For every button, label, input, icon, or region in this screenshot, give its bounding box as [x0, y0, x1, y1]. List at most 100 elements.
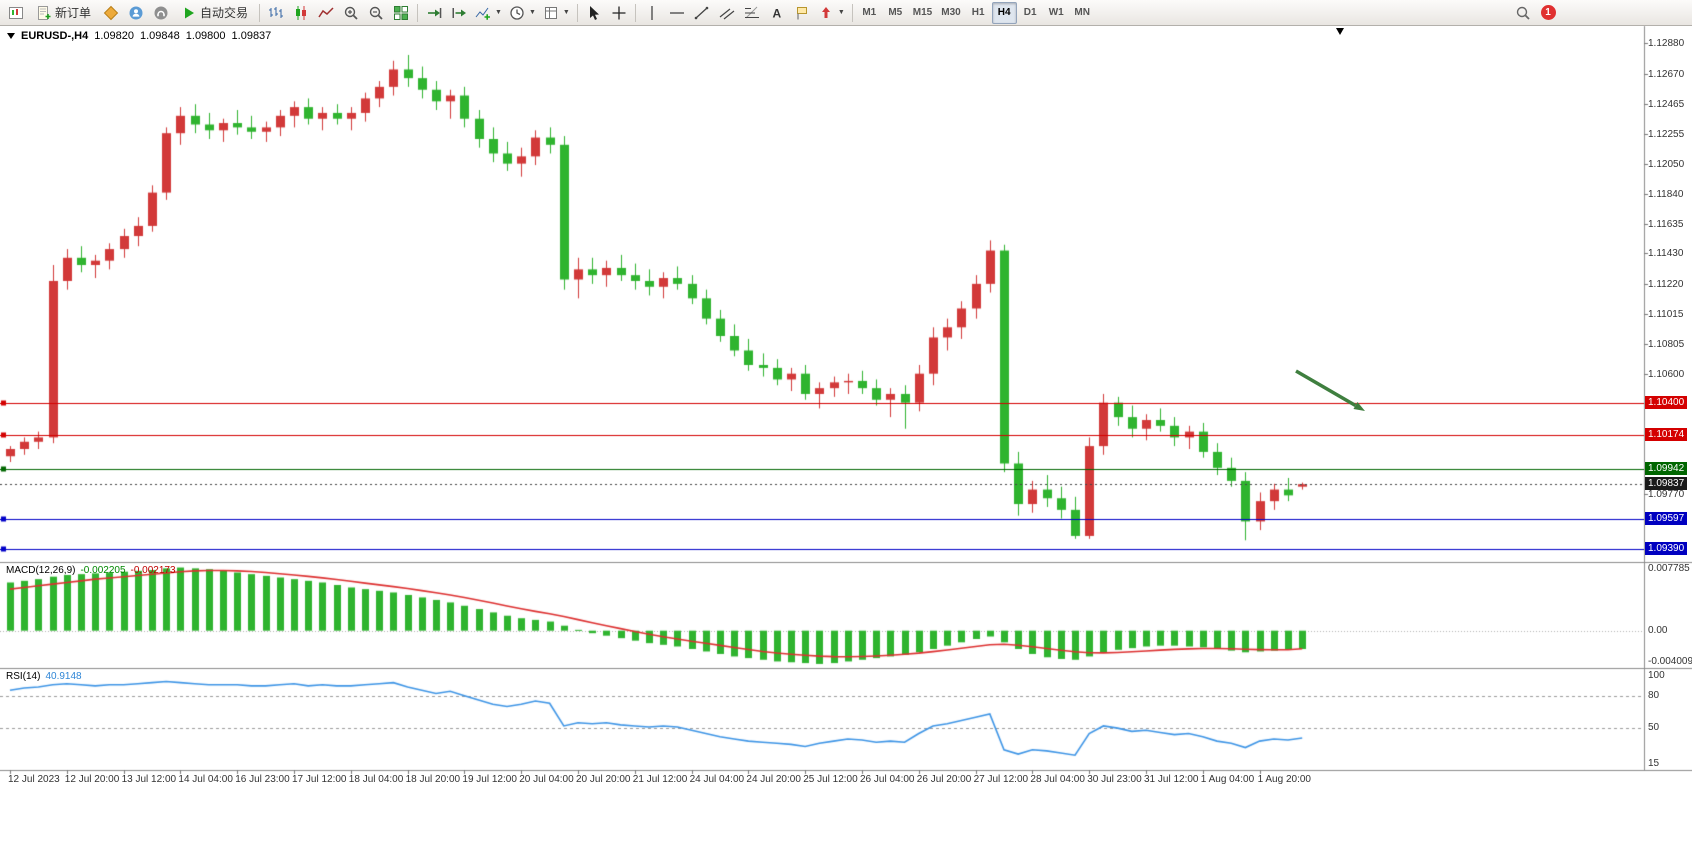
- chart-shift-marker[interactable]: [1336, 28, 1344, 35]
- price-axis-label: 1.10805: [1648, 338, 1685, 350]
- macd-pane[interactable]: [0, 562, 1644, 668]
- timeframe-button-h1[interactable]: H1: [971, 7, 985, 18]
- templates-button[interactable]: ▼: [540, 2, 573, 24]
- new-order-label: 新订单: [55, 6, 92, 20]
- horizontal-line-button[interactable]: [665, 2, 689, 24]
- notifications-button[interactable]: 1: [1536, 2, 1560, 24]
- price-axis-label: 1.11635: [1648, 218, 1684, 230]
- time-axis-label: 20 Jul 04:00: [519, 774, 574, 785]
- trendline-button[interactable]: [690, 2, 714, 24]
- new-chart-icon: [9, 6, 23, 19]
- rsi-pane[interactable]: [0, 668, 1644, 770]
- time-axis-label: 28 Jul 04:00: [1030, 774, 1085, 785]
- price-axis-label: 1.11430: [1648, 248, 1684, 260]
- indicators-icon: [475, 7, 491, 20]
- time-axis-label: 12 Jul 20:00: [64, 774, 120, 785]
- symbol-period-label: EURUSD-,H4: [21, 30, 89, 42]
- tile-windows-icon: [394, 5, 409, 20]
- price-line-badge: 1.09597: [1645, 511, 1688, 525]
- crosshair-icon: [612, 6, 626, 19]
- community-button[interactable]: [124, 2, 148, 24]
- trendline-icon: [694, 6, 709, 19]
- chart-title: EURUSD-,H4 1.09820 1.09848 1.09800 1.098…: [7, 30, 271, 42]
- cursor-button[interactable]: [582, 2, 606, 24]
- line-chart-button[interactable]: [314, 2, 338, 24]
- time-axis-label: 16 Jul 23:00: [235, 774, 290, 785]
- fibonacci-button[interactable]: [740, 2, 764, 24]
- bar-chart-icon: [269, 6, 284, 18]
- timeframe-button-m15[interactable]: M15: [912, 7, 933, 18]
- timeframe-button-m1[interactable]: M1: [862, 7, 877, 18]
- rsi-axis-label: 15: [1648, 758, 1660, 769]
- one-click-trading-toggle[interactable]: [7, 33, 15, 39]
- timeframe-button-m30[interactable]: M30: [941, 7, 961, 18]
- zoom-out-icon: [369, 6, 383, 20]
- line-chart-icon: [318, 6, 334, 17]
- text-button[interactable]: A: [765, 2, 789, 24]
- timeframe-button-w1[interactable]: W1: [1048, 7, 1064, 18]
- text-icon: A: [772, 6, 781, 20]
- quote-close: 1.09837: [231, 30, 272, 42]
- autotrading-button[interactable]: 自动交易: [174, 2, 255, 24]
- candlestick-chart-button[interactable]: [289, 2, 313, 24]
- vertical-line-icon: [651, 5, 653, 20]
- rsi-name: RSI(14): [6, 671, 41, 682]
- periods-button[interactable]: ▼: [506, 2, 539, 24]
- quote-high: 1.09848: [140, 30, 180, 42]
- time-axis-label: 18 Jul 04:00: [348, 774, 404, 785]
- text-label-button[interactable]: [790, 2, 814, 24]
- zoom-out-button[interactable]: [364, 2, 388, 24]
- zoom-in-button[interactable]: [339, 2, 363, 24]
- auto-scroll-icon: [428, 7, 442, 18]
- timeframe-button-h4[interactable]: H4: [991, 1, 1017, 24]
- crosshair-button[interactable]: [607, 2, 631, 24]
- new-chart-button[interactable]: [4, 2, 28, 24]
- price-line-badge: 1.10400: [1645, 395, 1688, 409]
- price-axis-label: 1.11840: [1648, 189, 1684, 201]
- price-axis-label: 1.11220: [1648, 278, 1684, 290]
- main-chart-pane[interactable]: [0, 26, 1644, 562]
- autotrading-label: 自动交易: [200, 6, 249, 20]
- indicators-button[interactable]: ▼: [472, 2, 505, 24]
- chart-shift-button[interactable]: [447, 2, 471, 24]
- new-order-button[interactable]: 新订单: [29, 2, 98, 24]
- rsi-axis-label: 50: [1648, 722, 1660, 734]
- community-person-icon: [129, 6, 143, 19]
- dropdown-caret-icon: ▼: [837, 9, 845, 16]
- price-axis-label: 1.12255: [1648, 128, 1685, 140]
- toolbar-separator: [576, 3, 578, 22]
- time-axis-label: 1 Aug 04:00: [1200, 774, 1255, 785]
- price-axis-label: 1.12670: [1648, 68, 1685, 80]
- timeframe-button-m5[interactable]: M5: [888, 7, 903, 18]
- time-axis-label: 24 Jul 20:00: [746, 774, 801, 785]
- trend-arrow-annotation[interactable]: [1288, 363, 1380, 425]
- time-axis-label: 31 Jul 12:00: [1144, 774, 1199, 785]
- mql5-diamond-icon: [103, 5, 119, 20]
- channel-button[interactable]: [715, 2, 739, 24]
- arrows-button[interactable]: ▼: [815, 2, 848, 24]
- toolbar-separator: [634, 3, 636, 22]
- timeframe-button-mn[interactable]: MN: [1074, 7, 1090, 18]
- support-button[interactable]: [149, 2, 173, 24]
- candlestick-chart-icon: [296, 5, 307, 20]
- tile-windows-button[interactable]: [389, 2, 413, 24]
- price-axis-label: 1.12465: [1648, 98, 1685, 110]
- time-axis-label: 18 Jul 20:00: [405, 774, 461, 785]
- auto-scroll-button[interactable]: [422, 2, 446, 24]
- vertical-line-button[interactable]: [640, 2, 664, 24]
- search-icon: [1516, 6, 1530, 20]
- macd-axis-label: -0.004009: [1648, 656, 1692, 667]
- bar-chart-button[interactable]: [264, 2, 288, 24]
- timeframe-button-d1[interactable]: D1: [1023, 7, 1037, 18]
- price-axis-label: 1.12050: [1648, 158, 1685, 170]
- search-button[interactable]: [1511, 2, 1535, 24]
- clock-icon: [510, 5, 524, 20]
- mql5-market-button[interactable]: [99, 2, 123, 24]
- price-line-badge: 1.10174: [1645, 428, 1688, 442]
- time-axis-label: 30 Jul 23:00: [1087, 774, 1142, 785]
- toolbar-separator: [851, 3, 853, 22]
- rsi-indicator-label: RSI(14) 40.9148: [6, 671, 82, 682]
- rsi-value: 40.9148: [45, 671, 82, 682]
- notification-badge: 1: [1540, 5, 1556, 20]
